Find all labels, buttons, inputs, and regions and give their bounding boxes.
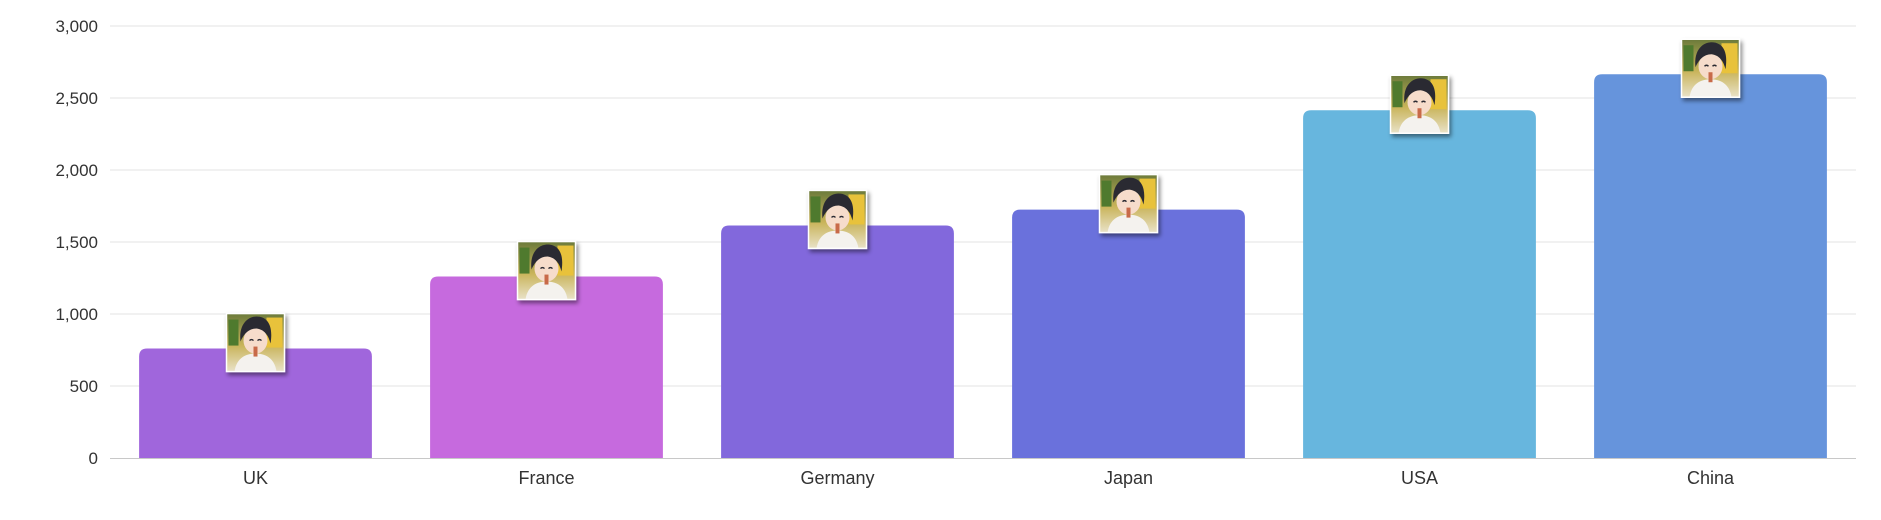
bar-germany[interactable] [721, 225, 954, 458]
bar-france[interactable] [430, 276, 663, 458]
x-axis-tick-labels: UK France Germany Japan USA China [243, 468, 1735, 488]
y-tick-label: 2,000 [55, 161, 98, 180]
anime-character-portrait-icon [1680, 38, 1741, 98]
x-tick-label: UK [243, 468, 268, 488]
gridlines [110, 25, 1856, 387]
y-tick-label: 2,500 [55, 89, 98, 108]
bars [139, 38, 1827, 459]
anime-character-portrait-icon [516, 240, 577, 301]
x-tick-label: China [1687, 468, 1735, 488]
bar-china[interactable] [1594, 74, 1827, 459]
bar-uk[interactable] [139, 348, 372, 458]
y-tick-label: 1,500 [55, 233, 98, 252]
y-axis-tick-labels: 0 500 1,000 1,500 2,000 2,500 3,000 [55, 17, 98, 468]
anime-character-portrait-icon [1098, 173, 1159, 234]
anime-character-portrait-icon [1389, 74, 1450, 134]
x-tick-label: Japan [1104, 468, 1153, 488]
x-tick-label: France [518, 468, 574, 488]
y-tick-label: 1,000 [55, 305, 98, 324]
y-tick-label: 0 [89, 449, 98, 468]
x-tick-label: Germany [800, 468, 874, 488]
bar-usa[interactable] [1303, 110, 1536, 459]
x-tick-label: USA [1401, 468, 1438, 488]
y-tick-label: 3,000 [55, 17, 98, 36]
y-tick-label: 500 [70, 377, 98, 396]
anime-character-portrait-icon [225, 312, 286, 373]
bar-japan[interactable] [1012, 209, 1245, 458]
anime-character-portrait-icon [807, 189, 868, 250]
